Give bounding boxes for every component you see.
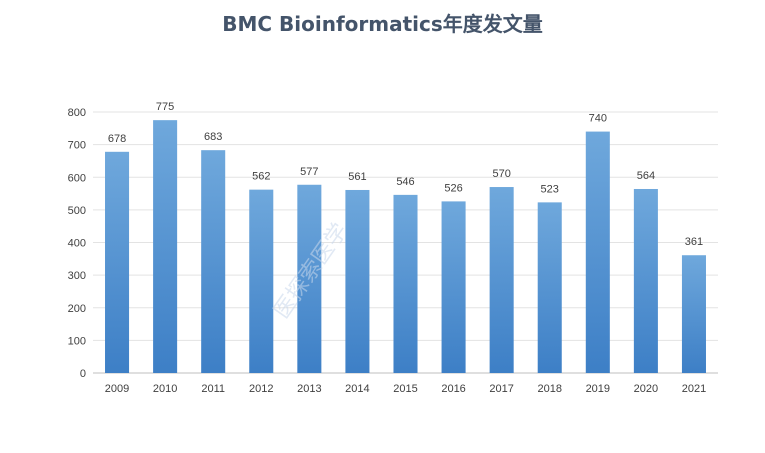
y-tick-label: 600 bbox=[68, 172, 86, 184]
data-label-2017: 570 bbox=[492, 168, 510, 180]
bar-2010 bbox=[153, 120, 178, 373]
x-tick-label: 2009 bbox=[105, 383, 129, 395]
data-label-2011: 683 bbox=[204, 131, 222, 143]
data-label-2009: 678 bbox=[108, 133, 126, 145]
data-label-2016: 526 bbox=[444, 182, 462, 194]
x-tick-label: 2016 bbox=[441, 383, 465, 395]
y-tick-label: 200 bbox=[68, 303, 86, 315]
x-tick-label: 2010 bbox=[153, 383, 177, 395]
y-tick-label: 800 bbox=[68, 107, 86, 119]
data-label-2010: 775 bbox=[156, 101, 174, 113]
x-tick-label: 2018 bbox=[537, 383, 561, 395]
bar-2019 bbox=[585, 131, 610, 373]
bar-2013 bbox=[297, 184, 322, 373]
data-labels: 678 775 683 562 577 561 546 526 570 523 740 564 361 bbox=[108, 101, 703, 248]
data-label-2018: 523 bbox=[541, 183, 559, 195]
bar-2009 bbox=[105, 151, 130, 373]
y-tick-label: 700 bbox=[68, 140, 86, 152]
bar-2017 bbox=[489, 187, 514, 373]
data-label-2020: 564 bbox=[637, 170, 655, 182]
x-tick-label: 2013 bbox=[297, 383, 321, 395]
bar-2011 bbox=[201, 150, 226, 373]
data-label-2014: 561 bbox=[348, 171, 366, 183]
y-tick-label: 300 bbox=[68, 270, 86, 282]
x-tick-label: 2017 bbox=[489, 383, 513, 395]
y-tick-label: 100 bbox=[68, 335, 86, 347]
bar-2014 bbox=[345, 189, 370, 373]
y-axis-ticks: 0 100 200 300 400 500 600 700 800 bbox=[68, 107, 86, 380]
data-label-2021: 361 bbox=[685, 236, 703, 248]
x-tick-label: 2020 bbox=[634, 383, 658, 395]
bar-2021 bbox=[681, 255, 706, 373]
bars bbox=[105, 120, 706, 373]
x-tick-label: 2012 bbox=[249, 383, 273, 395]
y-tick-label: 0 bbox=[80, 368, 86, 380]
data-label-2013: 577 bbox=[300, 166, 318, 178]
x-tick-label: 2019 bbox=[586, 383, 610, 395]
bar-2012 bbox=[249, 189, 274, 373]
y-tick-label: 500 bbox=[68, 205, 86, 217]
x-axis-ticks: 2009 2010 2011 2012 2013 2014 2015 2016 2017 2018… bbox=[105, 383, 706, 395]
x-tick-label: 2011 bbox=[201, 383, 225, 395]
y-tick-label: 400 bbox=[68, 238, 86, 250]
bar-2016 bbox=[441, 201, 466, 373]
x-tick-label: 2021 bbox=[682, 383, 706, 395]
bar-2020 bbox=[633, 188, 658, 373]
data-label-2012: 562 bbox=[252, 171, 270, 183]
x-tick-label: 2015 bbox=[393, 383, 417, 395]
data-label-2015: 546 bbox=[396, 176, 414, 188]
chart-title: BMC Bioinformatics年度发文量 bbox=[222, 12, 543, 36]
bar-2015 bbox=[393, 194, 418, 373]
x-tick-label: 2014 bbox=[345, 383, 369, 395]
bar-2018 bbox=[537, 202, 562, 373]
data-label-2019: 740 bbox=[589, 113, 607, 125]
